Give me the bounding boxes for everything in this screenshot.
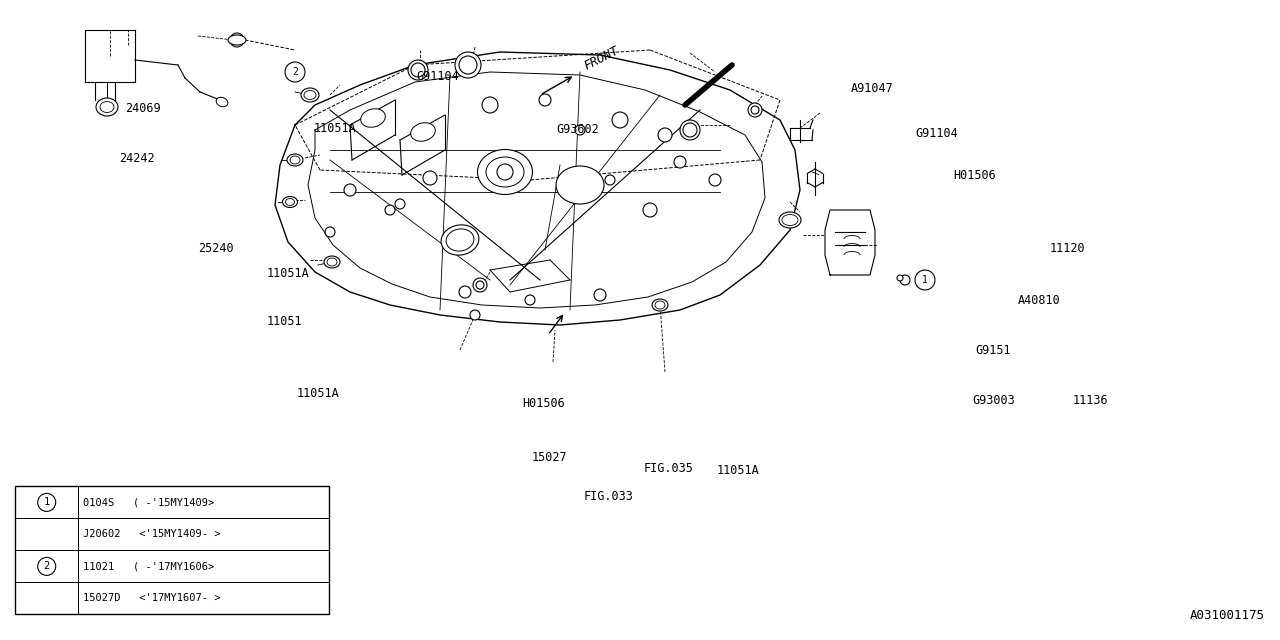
Circle shape [594, 289, 605, 301]
Text: 11051A: 11051A [297, 387, 339, 400]
Ellipse shape [216, 97, 228, 107]
Text: 1: 1 [922, 275, 928, 285]
Ellipse shape [652, 299, 668, 311]
Text: 0104S   ( -'15MY1409>: 0104S ( -'15MY1409> [83, 497, 214, 508]
Circle shape [325, 227, 335, 237]
Ellipse shape [301, 88, 319, 102]
Circle shape [385, 205, 396, 215]
Ellipse shape [361, 109, 385, 127]
Circle shape [483, 97, 498, 113]
Text: 11120: 11120 [1050, 242, 1085, 255]
Text: J20602   <'15MY1409- >: J20602 <'15MY1409- > [83, 529, 220, 540]
Ellipse shape [283, 196, 297, 207]
Circle shape [897, 275, 902, 281]
Circle shape [751, 106, 759, 114]
Text: 2: 2 [44, 561, 50, 572]
Text: 11051: 11051 [266, 316, 302, 328]
Circle shape [422, 171, 436, 185]
Circle shape [411, 63, 425, 77]
Circle shape [605, 175, 614, 185]
Text: G9151: G9151 [975, 344, 1011, 356]
Text: 11021   ( -'17MY1606>: 11021 ( -'17MY1606> [83, 561, 214, 572]
Text: FRONT: FRONT [582, 44, 621, 73]
Ellipse shape [477, 150, 532, 195]
Ellipse shape [486, 157, 524, 187]
Circle shape [680, 120, 700, 140]
Circle shape [900, 275, 910, 285]
Circle shape [643, 203, 657, 217]
Ellipse shape [782, 214, 797, 225]
Text: 15027D   <'17MY1607- >: 15027D <'17MY1607- > [83, 593, 220, 604]
Circle shape [474, 278, 486, 292]
Text: 24069: 24069 [125, 102, 161, 115]
Circle shape [285, 62, 305, 82]
Ellipse shape [556, 166, 604, 204]
Circle shape [575, 125, 585, 135]
Text: 11051A: 11051A [314, 122, 356, 134]
Text: A40810: A40810 [1018, 294, 1060, 307]
Circle shape [470, 310, 480, 320]
Text: G93003: G93003 [973, 394, 1015, 406]
Ellipse shape [447, 229, 474, 251]
Ellipse shape [100, 102, 114, 113]
Text: 24242: 24242 [119, 152, 155, 164]
Circle shape [684, 123, 698, 137]
Circle shape [748, 103, 762, 117]
Circle shape [525, 295, 535, 305]
Ellipse shape [411, 123, 435, 141]
Circle shape [408, 60, 428, 80]
Text: G91104: G91104 [416, 70, 458, 83]
Circle shape [37, 557, 56, 575]
Text: H01506: H01506 [522, 397, 564, 410]
Ellipse shape [326, 258, 337, 266]
Circle shape [37, 493, 56, 511]
Ellipse shape [285, 198, 294, 205]
Circle shape [460, 286, 471, 298]
Text: G93602: G93602 [557, 123, 599, 136]
Circle shape [230, 33, 244, 47]
Text: 11051A: 11051A [266, 268, 308, 280]
Text: 25240: 25240 [198, 242, 234, 255]
Circle shape [658, 128, 672, 142]
Circle shape [454, 52, 481, 78]
Ellipse shape [228, 35, 246, 45]
Text: 11136: 11136 [1073, 394, 1108, 406]
Circle shape [396, 199, 404, 209]
Ellipse shape [442, 225, 479, 255]
Ellipse shape [780, 212, 801, 228]
Circle shape [344, 184, 356, 196]
Circle shape [460, 56, 477, 74]
Text: G91104: G91104 [915, 127, 957, 140]
Circle shape [709, 174, 721, 186]
Circle shape [675, 156, 686, 168]
Ellipse shape [96, 98, 118, 116]
Circle shape [612, 112, 628, 128]
Circle shape [476, 281, 484, 289]
Text: 11051A: 11051A [717, 464, 759, 477]
Ellipse shape [655, 301, 666, 309]
Text: 1: 1 [44, 497, 50, 508]
Text: A91047: A91047 [851, 82, 893, 95]
Ellipse shape [324, 256, 340, 268]
Text: A031001175: A031001175 [1190, 609, 1265, 622]
Text: 2: 2 [292, 67, 298, 77]
Bar [15, 486, 329, 614]
Ellipse shape [287, 154, 303, 166]
Ellipse shape [291, 156, 300, 164]
Circle shape [497, 164, 513, 180]
Ellipse shape [305, 90, 316, 99]
Circle shape [539, 94, 550, 106]
Text: FIG.035: FIG.035 [644, 462, 694, 475]
Circle shape [915, 270, 934, 290]
Text: H01506: H01506 [954, 169, 996, 182]
Text: 15027: 15027 [531, 451, 567, 464]
Text: FIG.033: FIG.033 [584, 490, 634, 502]
